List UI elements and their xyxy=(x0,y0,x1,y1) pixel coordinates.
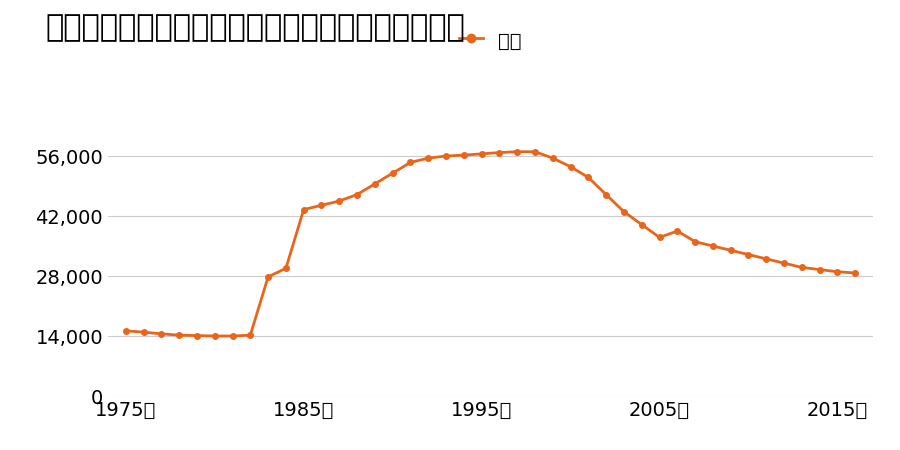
価格 xyxy=(139,329,149,335)
価格 xyxy=(476,151,487,157)
価格 xyxy=(725,248,736,253)
価格 xyxy=(583,175,594,180)
価格 xyxy=(281,266,292,271)
価格 xyxy=(334,198,345,204)
価格 xyxy=(850,270,860,276)
価格 xyxy=(423,155,434,161)
価格 xyxy=(529,149,540,154)
価格 xyxy=(316,202,327,208)
価格 xyxy=(512,149,523,154)
Text: 山口県光市大字光井字岡庄２２６２番５の地価推移: 山口県光市大字光井字岡庄２２６２番５の地価推移 xyxy=(45,14,464,42)
価格 xyxy=(796,265,807,270)
価格 xyxy=(707,243,718,249)
価格 xyxy=(352,192,363,197)
価格 xyxy=(298,207,309,212)
価格 xyxy=(263,274,274,279)
価格 xyxy=(832,269,842,274)
価格 xyxy=(156,331,166,337)
価格 xyxy=(654,235,665,240)
価格 xyxy=(387,171,398,176)
価格 xyxy=(672,228,683,234)
価格 xyxy=(370,181,381,187)
価格 xyxy=(743,252,754,257)
Legend: 価格: 価格 xyxy=(452,22,529,58)
Line: 価格: 価格 xyxy=(123,149,858,339)
価格 xyxy=(565,164,576,169)
価格 xyxy=(192,333,202,338)
価格 xyxy=(245,333,256,338)
価格 xyxy=(778,261,789,266)
価格 xyxy=(636,222,647,227)
価格 xyxy=(174,333,184,338)
価格 xyxy=(618,209,629,214)
価格 xyxy=(689,239,700,244)
価格 xyxy=(227,333,238,339)
価格 xyxy=(814,267,825,272)
価格 xyxy=(600,192,611,197)
価格 xyxy=(441,153,452,159)
価格 xyxy=(547,155,558,161)
価格 xyxy=(210,333,220,339)
価格 xyxy=(121,328,131,333)
価格 xyxy=(405,160,416,165)
価格 xyxy=(458,153,469,158)
価格 xyxy=(760,256,771,261)
価格 xyxy=(494,150,505,155)
